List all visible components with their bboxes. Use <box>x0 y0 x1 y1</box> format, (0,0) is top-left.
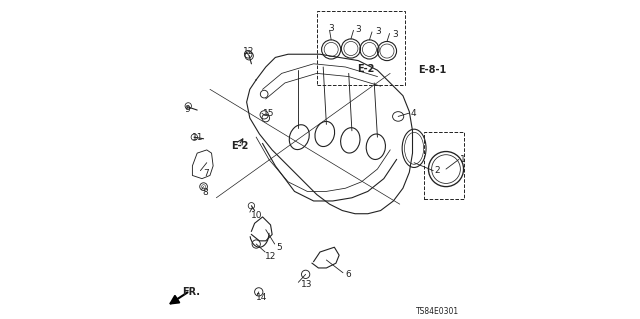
Text: 13: 13 <box>301 280 312 289</box>
Text: E-8-1: E-8-1 <box>419 64 447 75</box>
Text: 1: 1 <box>460 155 466 164</box>
Text: 10: 10 <box>250 211 262 219</box>
Text: 12: 12 <box>243 47 254 56</box>
Text: 7: 7 <box>203 169 209 178</box>
Text: 3: 3 <box>328 24 333 33</box>
Text: E-2: E-2 <box>356 63 374 74</box>
Text: 15: 15 <box>262 109 274 118</box>
Text: 14: 14 <box>255 293 267 302</box>
Text: 3: 3 <box>356 25 362 34</box>
Text: 3: 3 <box>375 27 381 36</box>
Text: 6: 6 <box>345 271 351 279</box>
Text: 5: 5 <box>276 243 282 252</box>
Text: E-2: E-2 <box>231 141 249 151</box>
Text: 9: 9 <box>184 105 190 114</box>
Text: 2: 2 <box>435 166 440 175</box>
Text: 3: 3 <box>393 30 399 39</box>
Text: 4: 4 <box>410 109 416 118</box>
Text: FR.: FR. <box>182 287 200 297</box>
Text: TS84E0301: TS84E0301 <box>416 307 459 315</box>
Text: 11: 11 <box>193 133 204 142</box>
Text: 8: 8 <box>202 188 208 197</box>
Text: 12: 12 <box>265 252 276 261</box>
